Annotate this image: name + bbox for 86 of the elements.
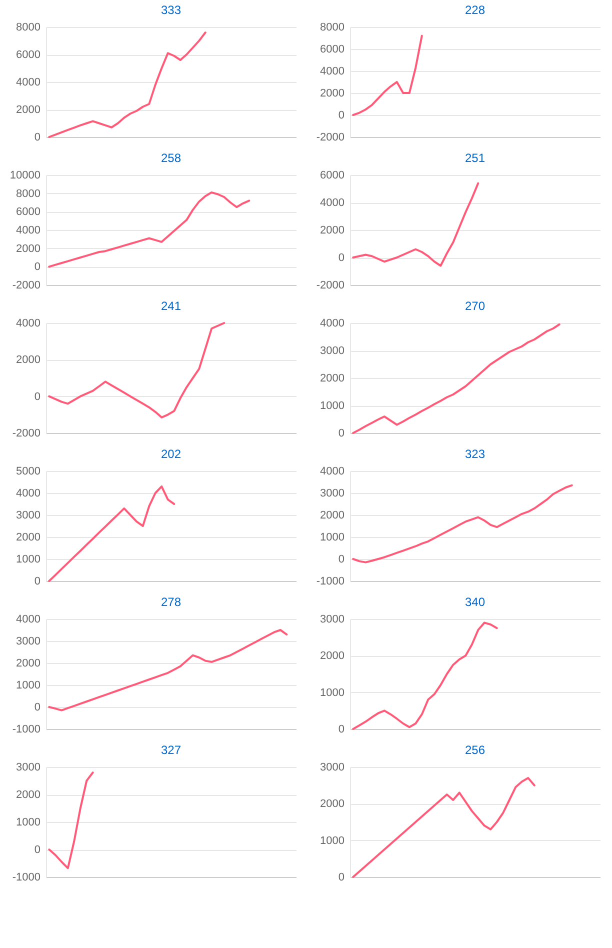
y-tick-label: 2000 [320,88,344,100]
y-tick-label: -1000 [316,576,344,588]
line-series [48,772,94,870]
line-series [352,182,480,267]
chart-title: 333 [160,3,182,17]
y-tick-label: 8000 [320,22,344,34]
y-tick-label: 1000 [320,532,344,544]
chart-title: 278 [160,595,182,609]
chart-title: 323 [464,447,486,461]
y-tick-label: 2000 [320,650,344,662]
y-tick-label: 4000 [320,318,344,330]
y-tick-label: 3000 [320,762,344,774]
y-tick-label: 2000 [16,104,40,116]
y-tick-label: -2000 [316,132,344,144]
line-series [48,485,176,582]
y-tick-label: 4000 [16,614,40,626]
y-tick-label: 1000 [16,554,40,566]
y-tick-label: 0 [34,390,40,403]
line-series [352,484,573,564]
chart-title: 327 [160,743,182,757]
y-tick-label: 4000 [16,224,40,236]
y-tick-label: 3000 [16,510,40,522]
y-tick-label: 4000 [320,197,344,209]
y-tick-label: 3000 [16,762,40,774]
y-tick-label: 5000 [16,466,40,478]
y-tick-label: 0 [338,110,344,122]
y-tick-label: 4000 [320,66,344,78]
y-tick-label: 4000 [16,318,40,330]
y-tick-label: 0 [338,724,344,736]
chart-title: 241 [160,299,182,313]
y-tick-label: 6000 [16,206,40,218]
y-tick-label: 2000 [16,789,40,801]
y-tick-label: 10000 [10,170,40,182]
y-tick-label: 0 [338,872,344,884]
y-tick-label: 0 [34,132,40,144]
y-tick-label: 2000 [320,224,344,236]
y-tick-label: 1000 [16,680,40,692]
chart-title: 228 [464,3,486,17]
chart-title: 340 [464,595,486,609]
y-tick-label: 8000 [16,22,40,34]
y-tick-label: -1000 [12,724,40,736]
y-tick-label: 2000 [16,242,40,255]
y-tick-label: 0 [34,702,40,714]
chart-title: 256 [464,743,486,757]
y-tick-label: 4000 [16,76,40,88]
y-tick-label: 8000 [16,188,40,200]
y-tick-label: 1000 [320,834,344,847]
y-tick-label: -2000 [12,428,40,440]
line-series [48,191,250,268]
y-tick-label: 0 [338,252,344,264]
y-tick-label: 3000 [16,636,40,648]
line-series [352,34,423,116]
y-tick-label: 3000 [320,345,344,357]
line-series [48,629,288,712]
y-tick-label: 6000 [320,170,344,182]
y-tick-label: 2000 [320,510,344,522]
y-tick-label: 0 [34,844,40,856]
y-tick-label: 6000 [320,44,344,56]
y-tick-label: 2000 [16,354,40,366]
y-tick-label: 2000 [16,532,40,544]
y-tick-label: 2000 [320,798,344,810]
line-series [352,622,498,730]
chart-title: 258 [160,151,182,165]
y-tick-label: 2000 [16,658,40,670]
y-tick-label: -2000 [12,280,40,292]
y-tick-label: 0 [338,428,344,440]
y-tick-label: 3000 [320,488,344,500]
chart-title: 202 [160,447,182,461]
line-series [48,32,206,138]
y-tick-label: 2000 [320,372,344,384]
y-tick-label: -1000 [12,872,40,884]
chart-title: 251 [464,151,486,165]
chart-title: 270 [464,299,486,313]
y-tick-label: 1000 [320,400,344,412]
y-tick-label: 0 [34,261,40,274]
y-tick-label: 3000 [320,614,344,626]
y-tick-label: -2000 [316,280,344,292]
line-series [352,777,536,878]
y-tick-label: 0 [338,554,344,566]
y-tick-label: 1000 [16,816,40,828]
y-tick-label: 1000 [320,686,344,699]
y-tick-label: 4000 [320,466,344,478]
line-series [48,322,226,418]
y-tick-label: 6000 [16,49,40,61]
y-tick-label: 0 [34,576,40,588]
y-tick-label: 4000 [16,488,40,500]
